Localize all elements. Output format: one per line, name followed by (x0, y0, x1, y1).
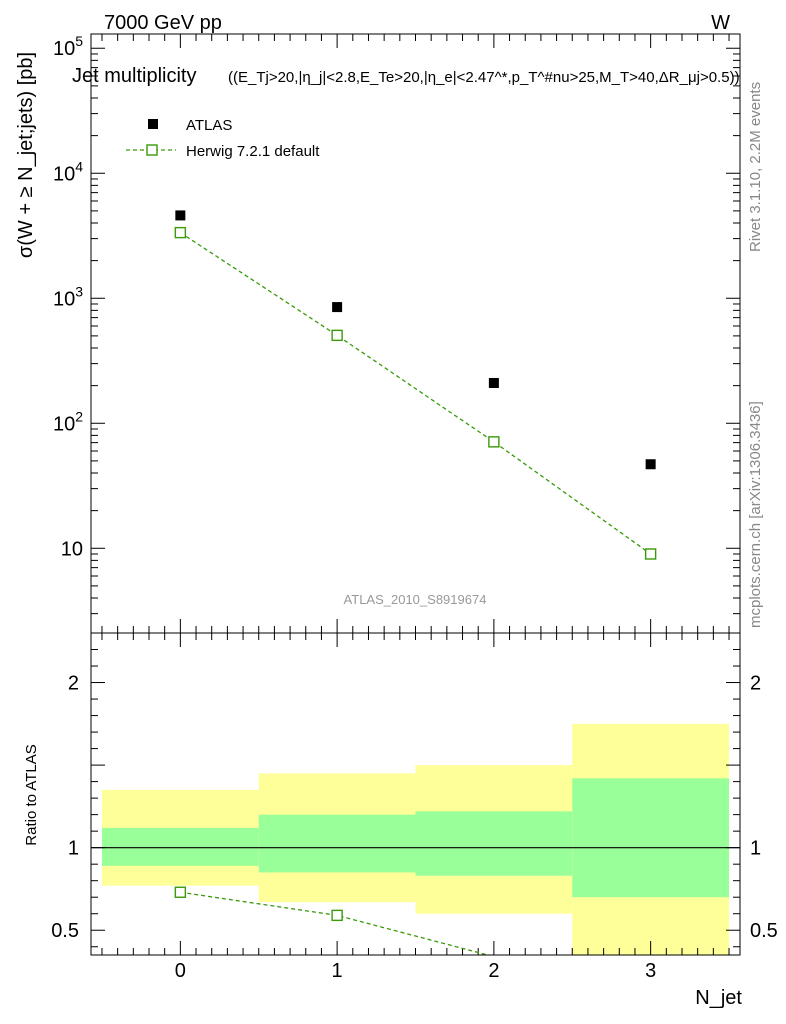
y-tick-label: 10 (61, 538, 83, 560)
header-left: 7000 GeV pp (104, 12, 222, 34)
main-axis-ticks: 10 102 103 104 105 (53, 33, 740, 633)
y-tick-label: 103 (53, 283, 83, 310)
y-tick-label: 105 (53, 33, 83, 60)
analysis-id-label: ATLAS_2010_S8919674 (344, 592, 487, 607)
legend-label-herwig: Herwig 7.2.1 default (186, 143, 320, 160)
chart-title: Jet multiplicity (72, 65, 196, 87)
ratio-clipped-group (174, 886, 491, 955)
ratio-y-axis-label: Ratio to ATLAS (23, 744, 40, 845)
main-y-axis-label: σ(W + ≥ N_jet;jets) [pb] (15, 52, 37, 258)
legend-marker-atlas (148, 119, 158, 129)
main-plot-marks (174, 210, 657, 560)
header-right: W (711, 12, 730, 34)
legend-marker-herwig (146, 144, 158, 156)
legend-label-atlas: ATLAS (186, 117, 232, 134)
ratio-y-tick-label: 2 (68, 673, 79, 695)
atlas-data-point (488, 377, 499, 388)
ratio-y-tick-label: 1 (68, 838, 79, 860)
stat-uncertainty-band (101, 827, 259, 866)
x-tick-label: 0 (175, 960, 186, 982)
ratio-herwig-line (180, 891, 491, 955)
stat-uncertainty-band (258, 814, 416, 873)
x-tick-label: 1 (332, 960, 343, 982)
legend: ATLAS Herwig 7.2.1 default (126, 117, 320, 160)
x-tick-label: 3 (645, 960, 656, 982)
ratio-axis-ticks: 0 1 2 3 0.5 0.5 1 1 2 2 (51, 633, 778, 982)
rivet-version-label: Rivet 3.1.10, 2.2M events (747, 82, 764, 252)
stat-uncertainty-band (415, 811, 573, 876)
x-axis-label: N_jet (695, 987, 742, 1009)
herwig-line (179, 232, 652, 555)
ratio-bands (101, 723, 730, 955)
herwig-data-point (644, 548, 657, 560)
atlas-data-point (645, 459, 656, 470)
ratio-plot-frame (90, 632, 741, 956)
herwig-data-point (174, 226, 187, 239)
ratio-y-tick-label: 0.5 (51, 920, 79, 942)
herwig-data-point (331, 329, 343, 342)
ratio-y-tick-label: 2 (750, 673, 761, 695)
chart-subtitle: ((E_Tj>20,|η_j|<2.8,E_Te>20,|η_e|<2.47^*… (228, 69, 740, 86)
ratio-y-tick-label: 0.5 (750, 920, 778, 942)
y-tick-label: 102 (53, 408, 83, 435)
ratio-y-tick-label: 1 (750, 838, 761, 860)
atlas-data-point (175, 210, 186, 221)
y-tick-label: 104 (53, 158, 83, 185)
ratio-herwig-point (174, 886, 187, 898)
ratio-herwig-point (331, 909, 343, 922)
herwig-data-point (488, 436, 500, 448)
x-tick-label: 2 (488, 960, 499, 982)
atlas-data-point (332, 302, 343, 313)
mcplots-label: mcplots.cern.ch [arXiv:1306.3436] (747, 401, 764, 628)
stat-uncertainty-band (572, 778, 730, 898)
ratio-plot-marks (174, 886, 491, 955)
